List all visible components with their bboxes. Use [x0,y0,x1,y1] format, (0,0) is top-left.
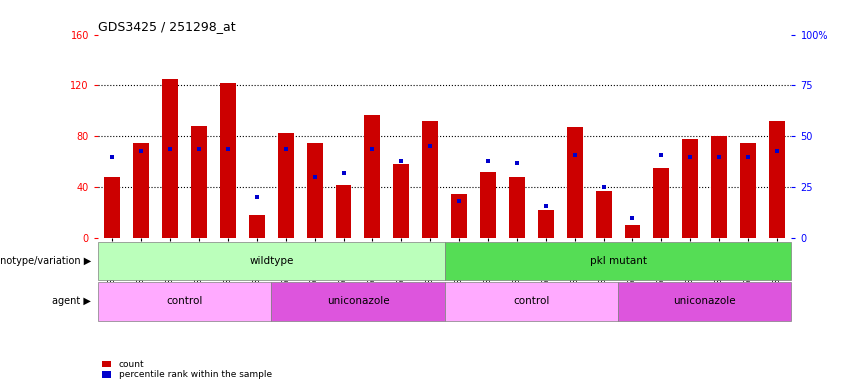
Bar [220,83,236,238]
Bar [596,191,612,238]
Bar [625,225,641,238]
Bar [248,215,265,238]
Bar [740,143,756,238]
Bar [134,143,149,238]
Bar [163,79,178,238]
Bar [711,136,727,238]
Bar [683,139,698,238]
Bar [445,242,791,280]
Bar [445,282,618,321]
Text: pkl mutant: pkl mutant [590,256,647,266]
Bar [277,132,294,238]
Text: uniconazole: uniconazole [673,296,736,306]
Bar [618,282,791,321]
Bar [271,282,445,321]
Bar [769,121,785,238]
Bar [654,168,670,238]
Bar [567,127,583,238]
Text: control: control [513,296,550,306]
Bar [98,282,271,321]
Bar [306,143,323,238]
Bar [451,194,467,238]
Text: control: control [167,296,203,306]
Bar [422,121,438,238]
Text: agent ▶: agent ▶ [52,296,91,306]
Bar [335,185,351,238]
Legend: count, percentile rank within the sample: count, percentile rank within the sample [102,360,271,379]
Bar [509,177,525,238]
Bar [538,210,554,238]
Bar [364,115,380,238]
Bar [191,126,207,238]
Bar [105,177,120,238]
Bar [480,172,496,238]
Text: GDS3425 / 251298_at: GDS3425 / 251298_at [98,20,236,33]
Bar [393,164,409,238]
Text: wildtype: wildtype [249,256,294,266]
Text: genotype/variation ▶: genotype/variation ▶ [0,256,91,266]
Text: uniconazole: uniconazole [327,296,389,306]
Bar [98,242,445,280]
